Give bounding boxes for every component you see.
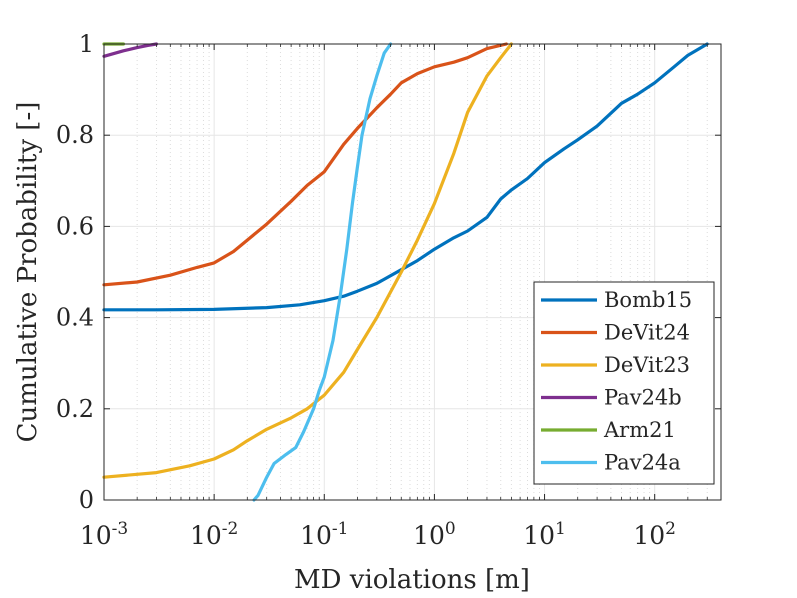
series-line-pav24a: [252, 42, 393, 502]
series-line-devit23: [102, 42, 513, 479]
axis-ticks: [103, 43, 722, 501]
legend-label-arm21: Arm21: [603, 418, 676, 442]
x-axis-label: MD violations [m]: [294, 565, 530, 595]
x-tick-labels: 10-3 10-2 10-1 100 101 102: [80, 519, 676, 550]
legend-label-pav24b: Pav24b: [604, 386, 682, 410]
series-line-devit24: [102, 42, 508, 287]
y-tick-labels: 0 0.2 0.4 0.6 0.8 1: [56, 30, 94, 514]
x-tick-label: 102: [633, 519, 676, 550]
legend-label-devit23: DeVit23: [604, 353, 690, 377]
legend-box: [533, 281, 715, 485]
plot-frame: [103, 43, 722, 501]
series-line-pav24b: [102, 42, 159, 58]
legend-label-pav24a: Pav24a: [604, 451, 681, 475]
x-tick-label: 101: [523, 519, 566, 550]
x-tick-label: 10-1: [300, 519, 348, 550]
x-tick-label: 10-3: [80, 519, 128, 550]
y-tick-label: 0.2: [56, 395, 94, 423]
x-tick-label: 10-2: [190, 519, 238, 550]
x-tick-label: 100: [413, 519, 456, 550]
y-tick-label: 0.8: [56, 121, 94, 149]
y-axis-label: Cumulative Probability [-]: [13, 102, 43, 443]
legend-label-devit24: DeVit24: [604, 321, 690, 345]
y-tick-label: 0.4: [56, 304, 94, 332]
legend-label-bomb15: Bomb15: [604, 288, 692, 312]
series-group: [102, 42, 709, 502]
series-line-bomb15: [102, 42, 709, 312]
y-tick-label: 1: [79, 30, 94, 58]
legend: Bomb15 DeVit24 DeVit23 Pav24b Arm21 Pav24a: [533, 281, 715, 485]
y-tick-label: 0.6: [56, 212, 94, 240]
y-tick-label: 0: [79, 486, 94, 514]
